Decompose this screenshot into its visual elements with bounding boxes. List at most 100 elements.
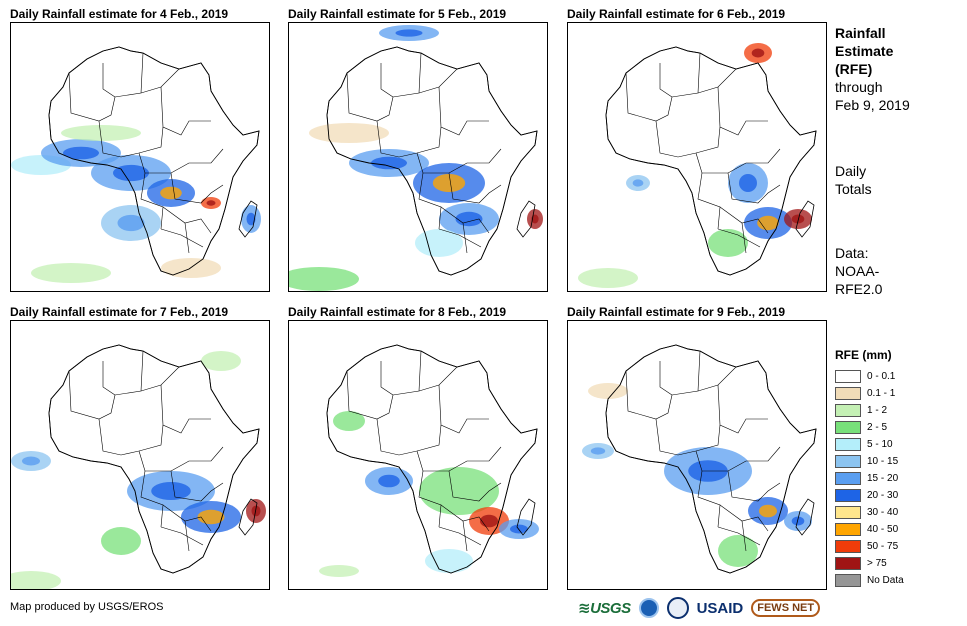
- country-border: [98, 120, 164, 158]
- country-border: [98, 418, 164, 456]
- legend-item: 30 - 40: [835, 504, 904, 521]
- legend-swatch: [835, 404, 861, 417]
- country-border: [140, 470, 164, 528]
- legend-label: 50 - 75: [867, 541, 899, 552]
- legend-item: No Data: [835, 572, 904, 589]
- rainfall-core: [151, 482, 191, 500]
- country-border: [741, 520, 747, 552]
- totals-line: Totals: [835, 181, 872, 197]
- rfe-legend: RFE (mm) 0 - 0.1 0.1 - 1 1 - 2 2 - 5 5 - 10 1…: [835, 348, 904, 589]
- rainfall-core: [432, 174, 466, 192]
- map-credit: Map produced by USGS/EROS: [10, 601, 164, 613]
- rainfall-core: [113, 164, 149, 182]
- country-border: [416, 446, 502, 472]
- rainfall-area: [31, 263, 111, 283]
- legend-swatch: [835, 455, 861, 468]
- legend-swatch: [835, 506, 861, 519]
- country-border: [160, 86, 211, 136]
- map-panel-feb5: Daily Rainfall estimate for 5 Feb., 2019: [288, 6, 550, 292]
- coastline: [326, 344, 538, 574]
- country-border: [184, 520, 190, 552]
- country-border: [695, 446, 781, 472]
- legend-swatch: [835, 387, 861, 400]
- rainfall-core: [739, 174, 757, 192]
- legend-item: 10 - 15: [835, 453, 904, 470]
- country-border: [717, 86, 768, 136]
- country-border: [741, 222, 747, 254]
- country-border: [727, 470, 781, 502]
- country-border: [727, 172, 781, 204]
- country-border: [440, 504, 490, 532]
- country-border: [346, 63, 394, 122]
- partner-logos: ≋USGS USAID FEWS NET: [578, 596, 821, 620]
- rainfall-core: [22, 456, 40, 466]
- country-border: [160, 228, 204, 248]
- rainfall-area: [419, 467, 499, 515]
- country-border: [418, 470, 442, 528]
- country-border: [438, 526, 482, 546]
- country-border: [448, 172, 502, 204]
- rainfall-area: [289, 267, 359, 291]
- usgs-logo: ≋USGS: [578, 600, 631, 617]
- legend-item: 15 - 20: [835, 470, 904, 487]
- data-source-note: Data: NOAA- RFE2.0: [835, 244, 882, 298]
- legend-label: > 75: [867, 558, 887, 569]
- rainfall-core: [246, 212, 256, 226]
- rainfall-core: [251, 505, 261, 517]
- data-source-line: RFE2.0: [835, 281, 883, 297]
- legend-swatch: [835, 438, 861, 451]
- country-border: [138, 148, 224, 174]
- madagascar-outline: [516, 200, 536, 238]
- legend-label: 10 - 15: [867, 456, 899, 467]
- rainfall-area: [61, 125, 141, 141]
- rainfall-core: [160, 186, 182, 200]
- rainfall-core: [197, 509, 225, 525]
- legend-item: 40 - 50: [835, 521, 904, 538]
- country-border: [697, 172, 721, 230]
- legend-label: No Data: [867, 575, 904, 586]
- country-border: [418, 172, 442, 230]
- totals-note: Daily Totals: [835, 162, 872, 198]
- rainfall-area: [201, 351, 241, 371]
- rainfall-core: [751, 48, 765, 58]
- panel-title: Daily Rainfall estimate for 5 Feb., 2019: [288, 7, 507, 21]
- rainfall-core: [371, 156, 407, 170]
- usaid-logo: USAID: [696, 599, 744, 617]
- legend-label: 2 - 5: [867, 422, 888, 433]
- rainfall-area: [11, 571, 61, 589]
- country-border: [68, 361, 116, 420]
- panel-title: Daily Rainfall estimate for 4 Feb., 2019: [10, 7, 229, 21]
- country-border: [68, 63, 116, 122]
- country-border: [719, 504, 769, 532]
- coastline: [605, 344, 817, 574]
- rainfall-map: [10, 320, 270, 590]
- madagascar-outline: [795, 200, 815, 238]
- rainfall-area: [333, 411, 365, 431]
- country-border: [418, 366, 458, 392]
- rainfall-core: [757, 215, 779, 231]
- legend-swatch: [835, 523, 861, 536]
- legend-title: RFE (mm): [835, 348, 892, 362]
- rainfall-map: [567, 22, 827, 292]
- map-heading: Rainfall Estimate (RFE) through Feb 9, 2…: [835, 24, 910, 114]
- legend-item: 2 - 5: [835, 419, 904, 436]
- legend-item: 1 - 2: [835, 402, 904, 419]
- country-border: [376, 120, 442, 158]
- rainfall-core: [632, 179, 644, 187]
- rainfall-core: [791, 214, 805, 224]
- map-panel-feb8: Daily Rainfall estimate for 8 Feb., 2019: [288, 304, 550, 590]
- legend-label: 30 - 40: [867, 507, 899, 518]
- rainfall-area: [425, 549, 473, 573]
- fews-net-logo: FEWS NET: [751, 599, 821, 617]
- rainfall-area: [319, 565, 359, 577]
- rainfall-core: [206, 200, 216, 206]
- country-border: [140, 172, 164, 230]
- rainfall-core: [791, 516, 805, 526]
- data-source-line: Data:: [835, 245, 869, 261]
- rainfall-map: [567, 320, 827, 590]
- country-border: [438, 86, 489, 136]
- data-source-line: NOAA-: [835, 263, 880, 279]
- rainfall-core: [480, 514, 498, 528]
- madagascar-outline: [795, 498, 815, 536]
- rainfall-area: [415, 229, 463, 257]
